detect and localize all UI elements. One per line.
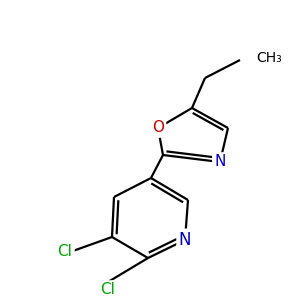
Text: N: N [214, 154, 226, 169]
Text: Cl: Cl [100, 283, 116, 298]
Text: N: N [179, 231, 191, 249]
Text: Cl: Cl [58, 244, 72, 260]
Text: O: O [152, 121, 164, 136]
Text: CH₃: CH₃ [256, 51, 282, 65]
